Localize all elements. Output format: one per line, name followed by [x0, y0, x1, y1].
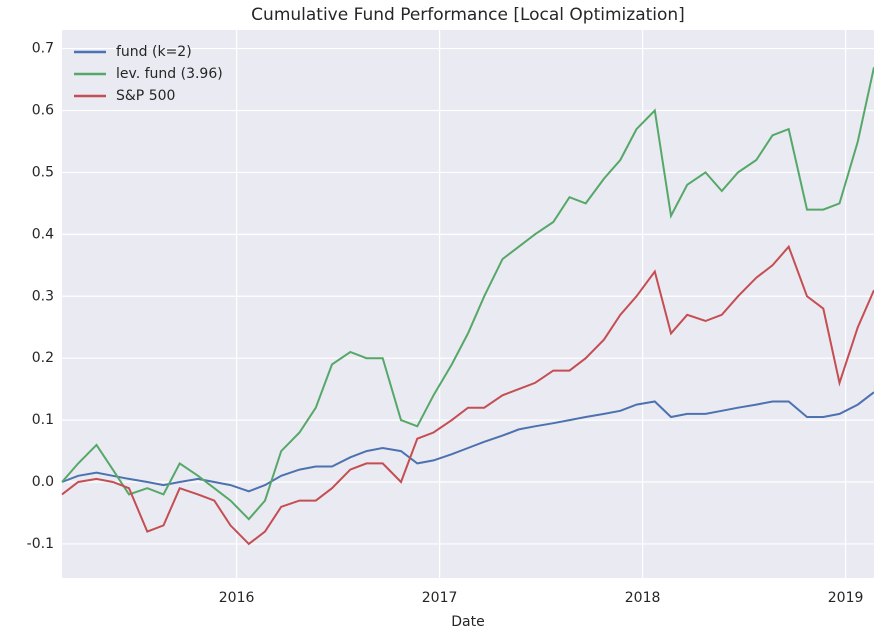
- y-tick-label: 0.1: [32, 412, 54, 428]
- y-tick-label: 0.5: [32, 164, 54, 180]
- x-tick-label: 2019: [828, 590, 864, 606]
- legend-label: S&P 500: [116, 88, 175, 104]
- x-tick-label: 2017: [422, 590, 458, 606]
- y-tick-label: 0.0: [32, 474, 54, 490]
- x-tick-label: 2016: [219, 590, 255, 606]
- x-tick-label: 2018: [625, 590, 661, 606]
- legend-label: fund (k=2): [116, 44, 192, 60]
- line: [61, 244, 874, 546]
- y-tick-label: 0.7: [32, 41, 54, 57]
- y-tick-label: 0.3: [32, 288, 54, 304]
- line: [61, 391, 874, 493]
- x-axis-label: Date: [451, 614, 484, 630]
- y-tick-label: 0.4: [32, 226, 54, 242]
- plot-area: [62, 30, 874, 578]
- y-tick-label: 0.6: [32, 102, 54, 118]
- chart-title: Cumulative Fund Performance [Local Optim…: [251, 5, 685, 25]
- y-tick-label: 0.2: [32, 350, 54, 366]
- legend-label: lev. fund (3.96): [116, 66, 223, 82]
- y-tick-label: -0.1: [27, 536, 54, 552]
- line: [61, 66, 874, 521]
